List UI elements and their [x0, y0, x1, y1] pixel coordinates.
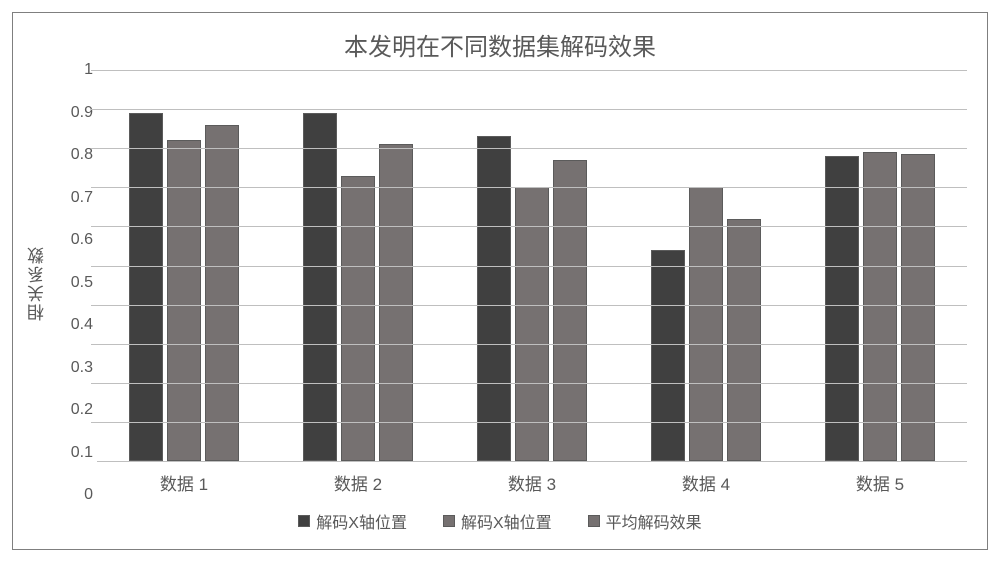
bar [303, 113, 337, 461]
plot-area [97, 70, 967, 462]
chart-container: 本发明在不同数据集解码效果 相关系数 10.90.80.70.60.50.40.… [0, 0, 1000, 562]
gridline [91, 422, 967, 423]
bar [727, 219, 761, 461]
bar [689, 187, 723, 461]
bar [379, 144, 413, 461]
bar [129, 113, 163, 461]
bar [901, 154, 935, 461]
plot-row: 相关系数 10.90.80.70.60.50.40.30.20.10 数据 1数… [13, 70, 987, 495]
legend-label: 解码X轴位置 [461, 509, 552, 533]
x-tick-label: 数据 5 [793, 470, 967, 495]
chart-title: 本发明在不同数据集解码效果 [13, 13, 987, 70]
chart-frame: 本发明在不同数据集解码效果 相关系数 10.90.80.70.60.50.40.… [12, 12, 988, 550]
legend-item: 平均解码效果 [588, 509, 702, 533]
legend: 解码X轴位置 解码X轴位置 平均解码效果 [13, 495, 987, 549]
bar [515, 187, 549, 461]
gridline [91, 344, 967, 345]
gridline [91, 187, 967, 188]
bar [863, 152, 897, 461]
y-axis-label: 相关系数 [25, 245, 50, 321]
x-ticks: 数据 1数据 2数据 3数据 4数据 5 [97, 462, 967, 495]
gridline [91, 383, 967, 384]
legend-swatch [588, 515, 600, 527]
bar [477, 136, 511, 461]
bar [167, 140, 201, 461]
x-tick-label: 数据 3 [445, 470, 619, 495]
x-tick-label: 数据 1 [97, 470, 271, 495]
legend-swatch [443, 515, 455, 527]
gridline [91, 305, 967, 306]
gridline [91, 226, 967, 227]
legend-item: 解码X轴位置 [298, 509, 407, 533]
legend-label: 平均解码效果 [606, 509, 702, 533]
legend-label: 解码X轴位置 [316, 509, 407, 533]
gridline [91, 109, 967, 110]
legend-item: 解码X轴位置 [443, 509, 552, 533]
x-tick-label: 数据 2 [271, 470, 445, 495]
legend-swatch [298, 515, 310, 527]
bar [651, 250, 685, 461]
bar [205, 125, 239, 461]
gridline [91, 266, 967, 267]
gridline [91, 148, 967, 149]
gridline [91, 70, 967, 71]
plot-area-col: 数据 1数据 2数据 3数据 4数据 5 [97, 70, 967, 495]
bar [341, 176, 375, 461]
y-ticks: 10.90.80.70.60.50.40.30.20.10 [51, 70, 97, 495]
x-tick-label: 数据 4 [619, 470, 793, 495]
bar [825, 156, 859, 461]
ylabel-col: 相关系数 [23, 70, 51, 495]
bar [553, 160, 587, 461]
